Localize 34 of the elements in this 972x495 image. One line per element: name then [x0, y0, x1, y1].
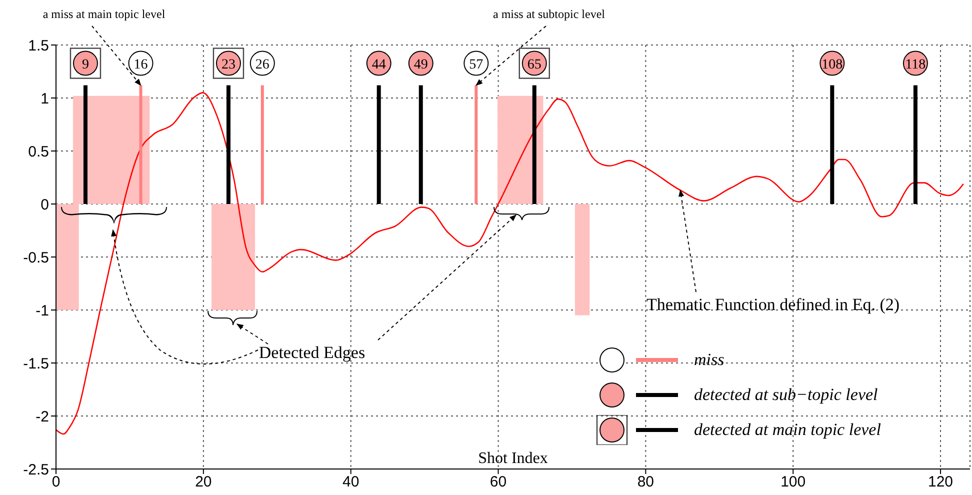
- y-tick-label: 0: [40, 196, 49, 214]
- legend-label: detected at main topic level: [694, 420, 881, 440]
- x-tick-label: 60: [490, 474, 507, 491]
- annotation: 57: [469, 57, 484, 72]
- annotation: 108: [822, 57, 843, 72]
- y-tick-label: -0.5: [23, 249, 49, 266]
- annotation: a miss at main topic level: [42, 7, 166, 21]
- annotation: 44: [372, 57, 386, 72]
- x-tick-label: 120: [928, 474, 954, 491]
- y-tick-label: 1.5: [28, 37, 49, 54]
- annotation: Thematic Function defined in Eq. (2): [646, 295, 900, 314]
- legend-label: miss: [694, 350, 724, 370]
- annotation: 9: [82, 57, 89, 72]
- legend-label: detected at sub−topic level: [694, 385, 878, 405]
- annotation: Detected Edges: [258, 343, 366, 362]
- y-tick-label: -2: [36, 408, 49, 426]
- annotation: 49: [414, 57, 428, 72]
- y-tick-label: 0.5: [28, 143, 49, 160]
- annotation: 23: [221, 57, 236, 72]
- annotation: 26: [255, 57, 270, 72]
- x-tick-label: 80: [637, 474, 654, 491]
- x-tick-label: 20: [195, 474, 212, 491]
- annotation: a miss at subtopic level: [493, 7, 606, 21]
- y-tick-label: -1.5: [23, 355, 49, 372]
- annotation: 65: [527, 57, 542, 72]
- x-axis-title: Shot Index: [478, 450, 548, 467]
- y-tick-label: 1: [40, 90, 49, 108]
- x-tick-label: 40: [342, 474, 360, 491]
- x-tick-label: 0: [52, 474, 60, 491]
- annotation: 118: [905, 57, 926, 72]
- x-tick-label: 100: [780, 474, 806, 491]
- annotation: 16: [134, 57, 148, 72]
- y-tick-label: -1: [36, 302, 49, 320]
- y-tick-label: -2.5: [23, 461, 49, 478]
